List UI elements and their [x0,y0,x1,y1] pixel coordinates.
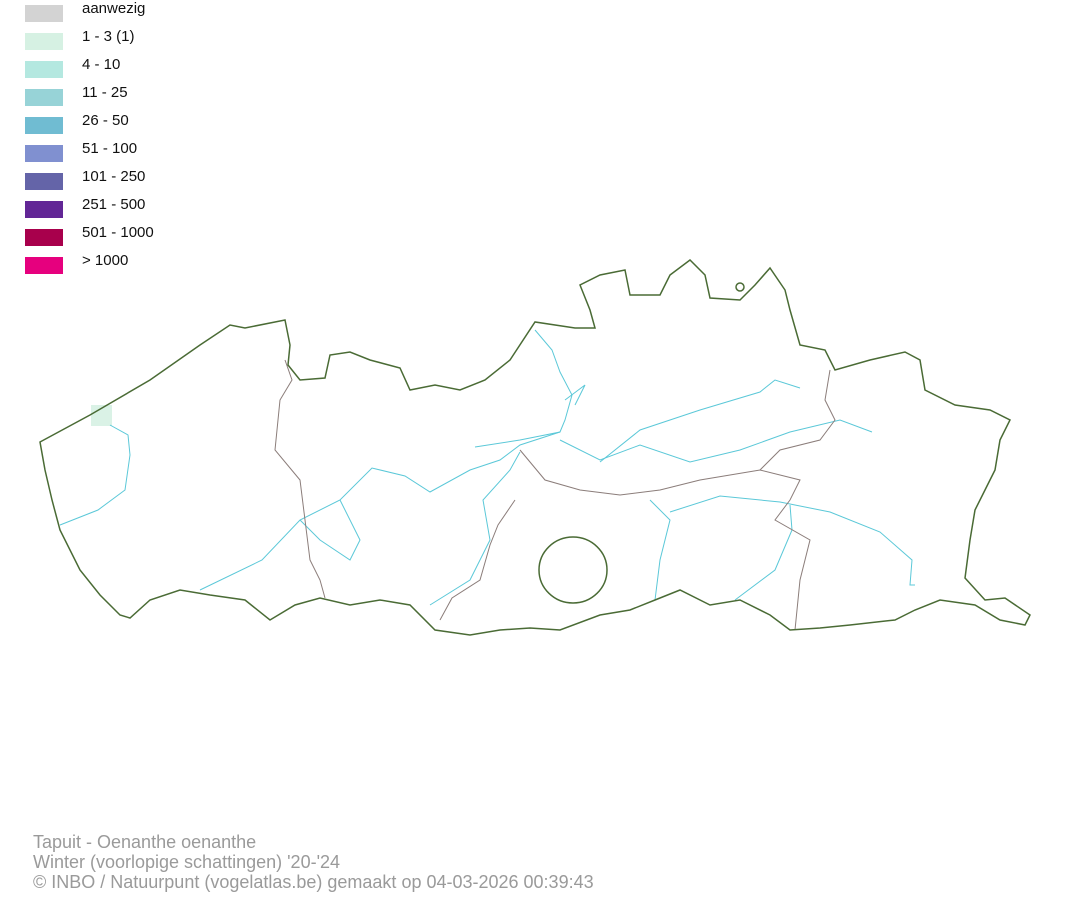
legend-swatch [25,229,63,246]
river [564,384,586,406]
river [429,451,521,606]
legend-label: > 1000 [82,252,129,269]
species-title: Tapuit - Oenanthe oenanthe [33,832,257,852]
legend-item: aanwezig [25,0,225,23]
legend-swatch [25,5,63,22]
occupied-grid-cell [91,405,112,426]
legend-swatch [25,145,63,162]
legend-item: 26 - 50 [25,112,225,135]
province-border [274,359,326,599]
river [474,329,573,448]
river [649,499,671,601]
river [559,419,873,463]
legend-swatch [25,61,63,78]
province-border [759,369,836,471]
legend-item: 101 - 250 [25,168,225,191]
legend-label: 4 - 10 [82,56,121,73]
legend-item: 251 - 500 [25,196,225,219]
legend-label: 1 - 3 (1) [82,28,135,45]
legend-label: aanwezig [82,0,146,17]
legend-swatch [25,89,63,106]
credits: © INBO / Natuurpunt (vogelatlas.be) gema… [33,872,594,892]
legend-swatch [25,257,63,274]
river [199,431,561,591]
legend-label: 26 - 50 [82,112,129,129]
flanders-border [39,259,1031,636]
map-caption: Tapuit - Oenanthe oenanthe Winter (voorl… [33,832,594,892]
baarle-enclave [735,282,745,292]
legend-item: 1 - 3 (1) [25,28,225,51]
legend-swatch [25,117,63,134]
river [734,504,793,601]
legend-swatch [25,173,63,190]
legend-swatch [25,33,63,50]
legend-item: 4 - 10 [25,56,225,79]
river [599,379,801,463]
legend-label: 251 - 500 [82,196,146,213]
river [59,424,131,526]
legend-label: 11 - 25 [82,84,128,101]
legend-item: 501 - 1000 [25,224,225,247]
legend-swatch [25,201,63,218]
legend-label: 501 - 1000 [82,224,154,241]
river [299,499,361,561]
period-subtitle: Winter (voorlopige schattingen) '20-'24 [33,852,341,872]
legend-item: 51 - 100 [25,140,225,163]
legend-item: > 1000 [25,252,225,275]
province-border [439,499,516,621]
rivers [59,329,915,606]
brussels-border [538,536,608,604]
legend-label: 101 - 250 [82,168,146,185]
legend-item: 11 - 25 [25,84,225,107]
province-borders [274,359,836,631]
legend-label: 51 - 100 [82,140,138,157]
river [669,495,915,586]
